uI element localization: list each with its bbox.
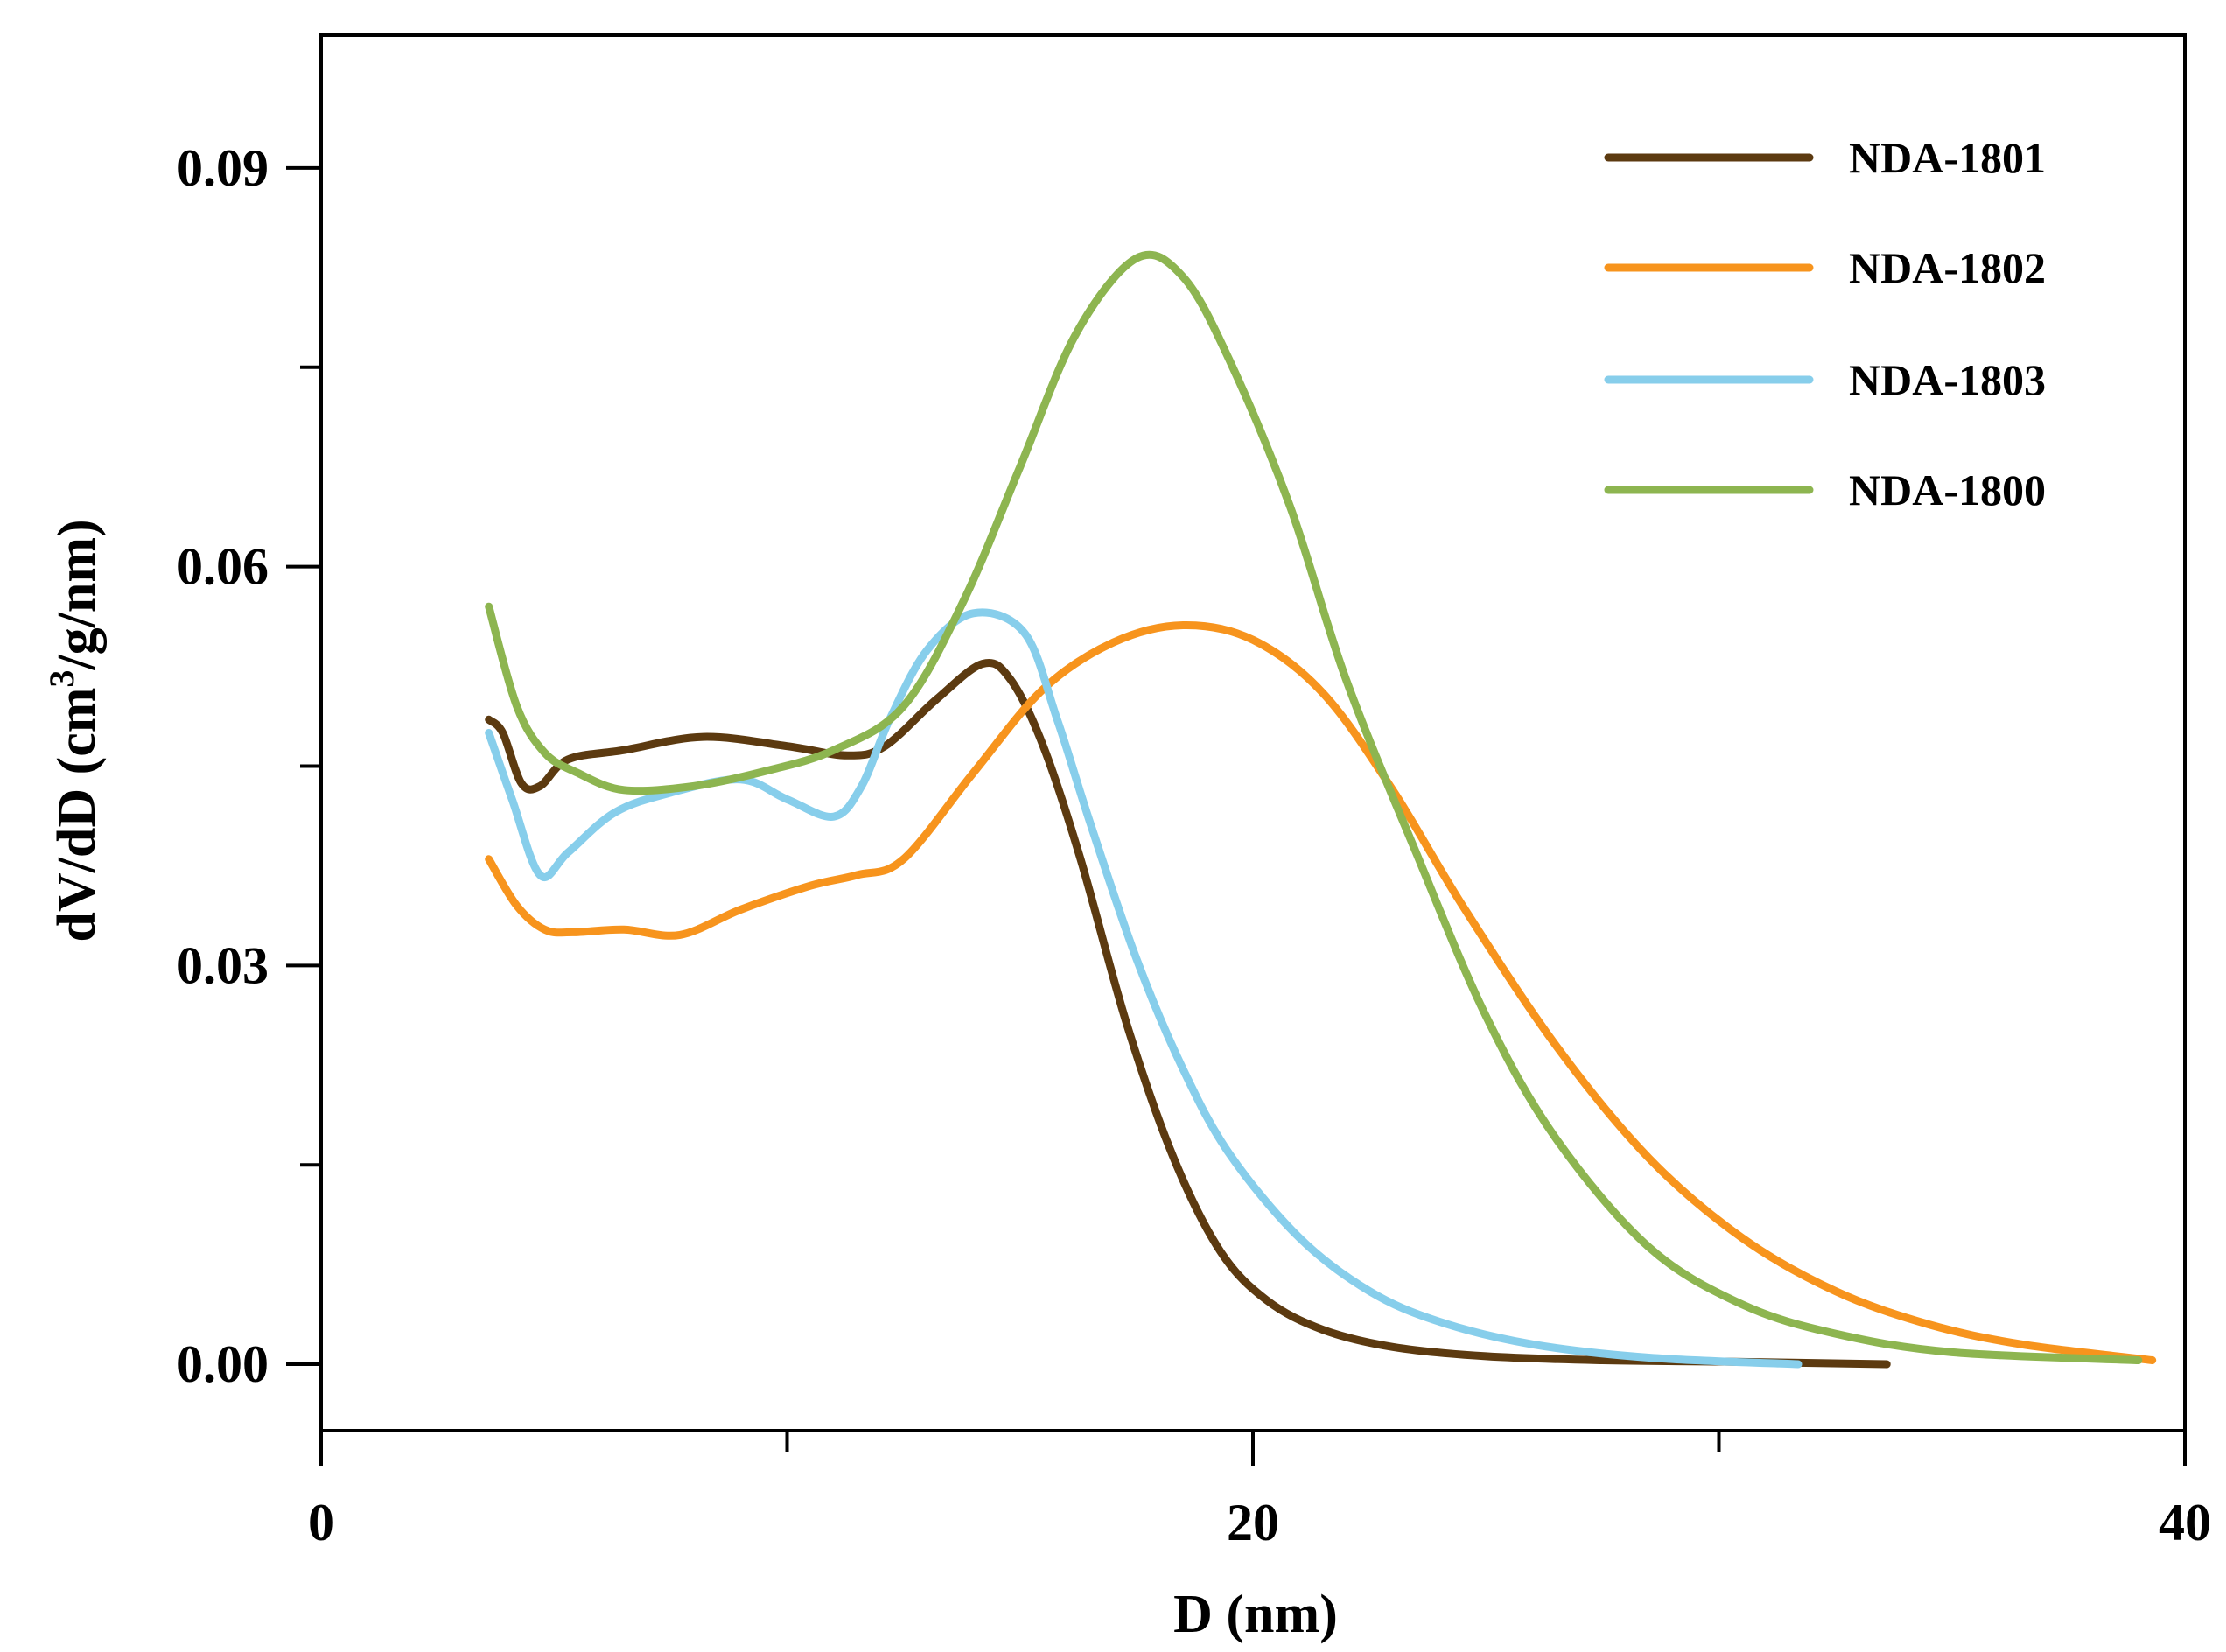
axis-ticks [286,165,2187,1466]
x-tick-label: 20 [1227,1494,1279,1551]
y-axis-title-prefix: dV/dD (cm [47,688,107,942]
y-tick-label: 0.03 [177,936,269,994]
series-line-nda-1800 [485,250,2143,1364]
legend-label-nda-1800: NDA-1800 [1849,466,2046,514]
plot-frame [319,33,2187,1432]
x-tick-label: 40 [2159,1494,2211,1551]
series-line-nda-1801 [485,659,1891,1368]
series-line-nda-1803 [485,608,1802,1368]
y-tick-label: 0.06 [177,538,269,596]
legend-label-nda-1803: NDA-1803 [1849,355,2046,404]
y-axis-title: dV/dD (cm3/g/nm) [42,519,107,942]
y-tick-label: 0.00 [177,1335,269,1393]
y-axis-title-suffix: /g/nm) [47,519,107,670]
y-tick-label: 0.09 [177,139,269,197]
x-tick-label: 0 [308,1494,334,1551]
tick-labels: 0 20 40 0.00 0.03 0.06 0.09 [177,139,2211,1551]
y-axis-title-superscript: 3 [42,670,81,688]
x-axis-title: D (nm) [1173,1585,1338,1644]
legend-label-nda-1802: NDA-1802 [1849,243,2046,292]
series-layer [485,250,2157,1368]
series-line-nda-1802 [485,620,2157,1364]
legend: NDA-1801 NDA-1802 NDA-1803 NDA-1800 [1604,133,2046,514]
legend-label-nda-1801: NDA-1801 [1849,133,2046,182]
